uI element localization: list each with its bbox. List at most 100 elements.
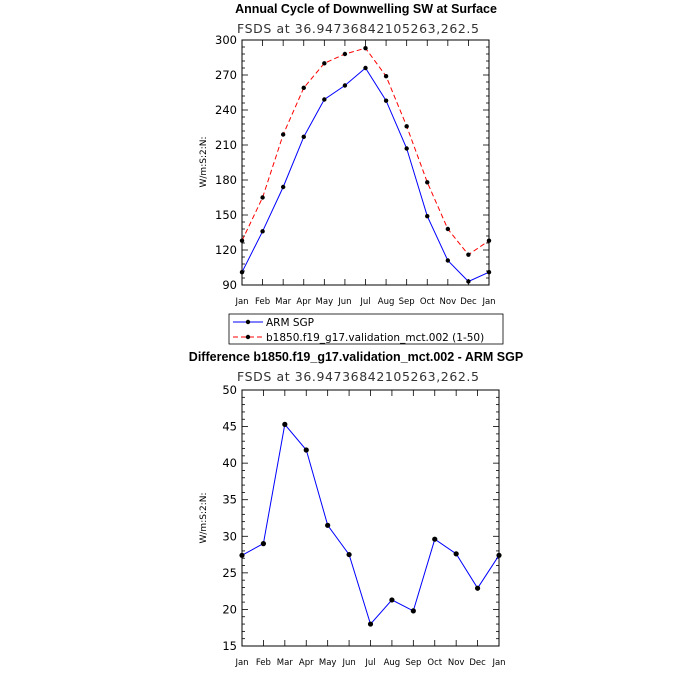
chart1-series-1-point <box>425 180 430 185</box>
chart1-x-tick-label: Dec <box>460 297 477 307</box>
chart1-series-0-point <box>425 213 430 219</box>
chart2-series-0-point <box>303 447 309 453</box>
chart2-y-tick-label: 20 <box>222 602 237 616</box>
chart1-subtitle: FSDS at 36.94736842105263,262.5 <box>237 21 480 36</box>
chart2-series-0-point <box>389 597 395 603</box>
chart2-x-tick-label: Aug <box>384 658 401 668</box>
chart1-legend: ARM SGP b1850.f19_g17.validation_mct.002… <box>228 313 504 345</box>
chart1-y-tick-label: 240 <box>215 103 237 117</box>
chart1-series-1-point <box>383 73 389 79</box>
chart1-x-tick-label: Aug <box>378 297 395 307</box>
chart1-series-0-point <box>363 65 368 71</box>
chart1-series-1-point <box>239 238 245 243</box>
chart2-x-tick-label: Jun <box>341 658 355 668</box>
chart1-x-tick-label: Apr <box>296 297 311 307</box>
chart2-x-tick-label: Jan <box>491 658 505 668</box>
chart1-series-1-point <box>466 252 471 257</box>
legend-label-series-0: ARM SGP <box>266 317 314 329</box>
chart1-series-1-point <box>322 61 327 66</box>
chart2-plot-frame <box>241 389 500 647</box>
chart1-y-tick-label: 150 <box>215 208 237 222</box>
chart2-x-tick-label: Nov <box>448 658 465 668</box>
chart2-series-0-point <box>496 552 502 558</box>
chart2-x-tick-label: Apr <box>299 658 314 668</box>
chart1-series-1-point <box>342 51 348 57</box>
chart1-series-0-line <box>241 67 490 283</box>
chart1-series-0-point <box>466 279 471 284</box>
chart2-y-tick-label: 25 <box>222 566 237 580</box>
chart2-y-tick-label: 35 <box>222 493 237 507</box>
chart2-series-0-point <box>239 552 245 558</box>
chart2-x-tick-label: Feb <box>256 658 271 668</box>
chart1-series-0-point <box>486 269 492 275</box>
chart2-series-0-point <box>432 536 438 542</box>
chart2-plot: 15 20 25 30 35 40 45 50 Jan Feb Mar Apr May Jun Jul Aug… <box>222 383 505 668</box>
chart2-x-tick-label: Dec <box>469 658 486 668</box>
chart1-series-0-point <box>342 83 348 88</box>
chart1-title: Annual Cycle of Downwelling SW at Surfac… <box>235 2 497 16</box>
chart2-series-0-point <box>410 608 416 614</box>
chart2-series-0-point <box>282 421 288 427</box>
chart1-series-0-point <box>280 184 286 190</box>
chart2-series-0-point <box>453 551 459 557</box>
chart1-series-0-point <box>404 146 409 151</box>
chart2-y-tick-label: 30 <box>222 529 237 543</box>
chart1-x-tick-label: May <box>316 297 334 307</box>
chart1-series-1-point <box>260 195 265 200</box>
legend-marker-series-0 <box>245 319 251 325</box>
chart1-series-0-point <box>322 97 327 102</box>
chart1-series-1-point <box>404 124 409 129</box>
chart2-subtitle: FSDS at 36.94736842105263,262.5 <box>237 369 480 384</box>
legend-box <box>228 313 504 345</box>
chart1-series-1-line <box>241 47 490 256</box>
chart2-series-0-point <box>260 541 267 547</box>
chart1-y-tick-label: 90 <box>222 278 237 292</box>
chart2-title: Difference b1850.f19_g17.validation_mct.… <box>189 350 523 364</box>
chart2-x-tick-label: Jul <box>364 658 375 668</box>
legend-marker-series-1 <box>245 334 251 340</box>
chart1-x-tick-label: Mar <box>275 297 292 307</box>
chart1-series-0-point <box>445 258 451 263</box>
chart2-y-tick-label: 50 <box>222 383 237 397</box>
chart2-y-tick-label: 15 <box>222 639 237 653</box>
chart1-y-tick-label: 300 <box>215 33 237 47</box>
chart1-series-0-point <box>301 134 306 140</box>
chart1-series-0-point <box>383 98 389 103</box>
chart2-series-0-point <box>346 551 352 558</box>
chart2-series-0-point <box>325 522 331 528</box>
chart2-y-tick-label: 40 <box>222 456 237 470</box>
chart1-plot-frame <box>241 39 490 286</box>
chart2-x-tick-label: May <box>319 658 337 668</box>
chart1-series-1-point <box>280 132 286 137</box>
chart1-y-tick-label: 270 <box>215 68 237 82</box>
chart2-x-tick-label: Oct <box>427 658 442 668</box>
chart1-x-tick-label: Jan <box>481 297 495 307</box>
chart1-series-0-point <box>260 229 265 234</box>
chart1-ylabel: W/m:S:2:N: <box>199 137 209 188</box>
chart1-series-1-point <box>301 85 306 91</box>
chart2-x-tick-label: Jan <box>234 658 248 668</box>
legend-label-series-1: b1850.f19_g17.validation_mct.002 (1-50) <box>266 332 484 344</box>
chart2-x-tick-label: Mar <box>277 658 294 668</box>
chart1-x-tick-label: Jan <box>234 297 248 307</box>
chart2-x-tick-label: Sep <box>405 658 421 668</box>
chart1-series-1-point <box>486 238 492 243</box>
chart2-series-0-point <box>474 585 481 591</box>
chart2-y-tick-label: 45 <box>222 420 237 434</box>
chart1-x-tick-label: Jun <box>337 297 351 307</box>
chart1-series-1-point <box>445 226 451 232</box>
chart1-y-tick-label: 180 <box>215 173 237 187</box>
chart1-y-tick-label: 120 <box>215 243 237 257</box>
chart1-y-tick-label: 210 <box>215 138 237 152</box>
chart2-series-0-point <box>367 621 374 627</box>
chart1-x-tick-label: Jul <box>359 297 370 307</box>
chart1-x-tick-label: Feb <box>255 297 270 307</box>
chart2-ylabel: W/m:S:2:N: <box>199 493 209 544</box>
chart2-series-0-line <box>241 423 500 626</box>
chart1-series-1-point <box>363 45 368 51</box>
chart1-x-tick-label: Nov <box>440 297 457 307</box>
chart1-series-0-point <box>239 269 245 275</box>
chart1-x-tick-label: Sep <box>399 297 415 307</box>
